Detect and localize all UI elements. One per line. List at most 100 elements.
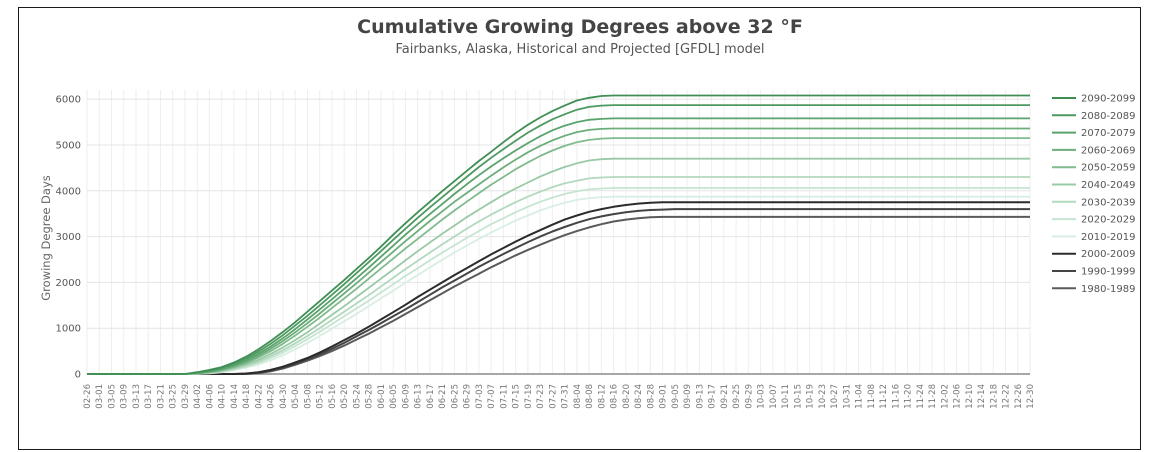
series-line-2090-2099 bbox=[87, 94, 1030, 375]
legend-label: 2000-2009 bbox=[1081, 249, 1136, 260]
x-tick-label: 08-12 bbox=[597, 384, 607, 409]
x-tick-label: 03-05 bbox=[107, 384, 117, 409]
x-tick-label: 06-29 bbox=[463, 384, 473, 409]
x-tick-label: 05-20 bbox=[340, 384, 350, 409]
legend-label: 2070-2079 bbox=[1081, 128, 1136, 139]
x-tick-label: 10-19 bbox=[806, 384, 816, 409]
x-tick-label: 09-17 bbox=[708, 384, 718, 409]
x-ticks: 02-26 03-01 03-05 03-09 03-13 03-17 03-21 03-25… bbox=[83, 384, 1036, 409]
chart-subtitle: Fairbanks, Alaska, Historical and Projec… bbox=[395, 42, 764, 57]
x-tick-label: 12-22 bbox=[1002, 384, 1012, 409]
y-tick-label: 0 bbox=[75, 370, 81, 381]
series-line-2080-2089 bbox=[87, 104, 1030, 375]
x-tick-label: 11-12 bbox=[879, 384, 889, 409]
legend-label: 2080-2089 bbox=[1081, 111, 1136, 122]
legend-label: 2010-2019 bbox=[1081, 232, 1136, 243]
x-tick-label: 10-27 bbox=[830, 384, 840, 409]
x-tick-label: 03-17 bbox=[144, 384, 154, 409]
x-tick-label: 04-18 bbox=[242, 384, 252, 409]
x-tick-label: 03-25 bbox=[169, 384, 179, 409]
x-tick-label: 07-07 bbox=[487, 384, 497, 409]
x-tick-label: 06-17 bbox=[426, 384, 436, 409]
x-tick-label: 03-09 bbox=[120, 384, 130, 409]
x-tick-label: 06-21 bbox=[438, 384, 448, 409]
x-tick-label: 11-28 bbox=[928, 384, 938, 409]
x-tick-label: 12-06 bbox=[953, 384, 963, 409]
x-tick-label: 12-10 bbox=[965, 384, 975, 409]
series-lines bbox=[87, 94, 1030, 375]
x-tick-label: 11-04 bbox=[855, 384, 865, 409]
y-tick-label: 3000 bbox=[56, 232, 81, 243]
series-line-1990-1999 bbox=[87, 208, 1030, 375]
legend-label: 2060-2069 bbox=[1081, 145, 1136, 156]
x-tick-label: 07-11 bbox=[499, 384, 509, 409]
series-line-2070-2079 bbox=[87, 117, 1030, 375]
x-tick-label: 11-24 bbox=[916, 384, 926, 409]
x-tick-label: 12-30 bbox=[1026, 384, 1036, 409]
legend-label: 2020-2029 bbox=[1081, 215, 1136, 226]
legend-label: 2090-2099 bbox=[1081, 94, 1136, 105]
x-tick-label: 07-19 bbox=[524, 384, 534, 409]
x-tick-label: 12-14 bbox=[977, 384, 987, 409]
x-tick-label: 05-08 bbox=[303, 384, 313, 409]
x-tick-label: 03-01 bbox=[95, 384, 105, 409]
x-tick-label: 10-31 bbox=[842, 384, 852, 409]
x-tick-label: 11-20 bbox=[904, 384, 914, 409]
x-tick-label: 06-25 bbox=[450, 384, 460, 409]
y-tick-label: 5000 bbox=[56, 140, 81, 151]
x-tick-label: 04-02 bbox=[193, 384, 203, 409]
x-tick-label: 10-11 bbox=[781, 384, 791, 409]
x-tick-label: 08-04 bbox=[573, 384, 583, 409]
x-tick-label: 08-24 bbox=[634, 384, 644, 409]
series-line-2010-2019 bbox=[87, 195, 1030, 375]
x-tick-label: 06-05 bbox=[389, 384, 399, 409]
x-tick-label: 03-13 bbox=[132, 384, 142, 409]
x-tick-label: 09-05 bbox=[671, 384, 681, 409]
x-tick-label: 07-31 bbox=[561, 384, 571, 409]
legend-label: 2030-2039 bbox=[1081, 197, 1136, 208]
y-tick-label: 6000 bbox=[56, 95, 81, 106]
x-tick-label: 02-26 bbox=[83, 384, 93, 409]
x-tick-label: 04-14 bbox=[230, 384, 240, 409]
x-tick-label: 11-08 bbox=[867, 384, 877, 409]
x-tick-label: 04-30 bbox=[279, 384, 289, 409]
legend: 2090-2099 2080-2089 2070-2079 2060-2069 2050… bbox=[1052, 94, 1136, 295]
x-tick-label: 09-13 bbox=[695, 384, 705, 409]
x-tick-label: 08-20 bbox=[622, 384, 632, 409]
x-tick-label: 09-29 bbox=[744, 384, 754, 409]
x-tick-label: 05-04 bbox=[291, 384, 301, 409]
series-line-2000-2009 bbox=[87, 201, 1030, 375]
x-tick-label: 08-08 bbox=[585, 384, 595, 409]
series-line-2040-2049 bbox=[87, 157, 1030, 375]
series-line-2050-2059 bbox=[87, 137, 1030, 375]
x-tick-label: 07-15 bbox=[512, 384, 522, 409]
y-tick-label: 1000 bbox=[56, 324, 81, 335]
x-tick-label: 10-07 bbox=[769, 384, 779, 409]
x-tick-label: 03-29 bbox=[181, 384, 191, 409]
x-tick-label: 06-09 bbox=[401, 384, 411, 409]
x-tick-label: 06-13 bbox=[414, 384, 424, 409]
grid bbox=[86, 90, 1031, 375]
x-tick-label: 09-25 bbox=[732, 384, 742, 409]
y-axis-label: Growing Degree Days bbox=[39, 175, 53, 300]
legend-label: 1990-1999 bbox=[1081, 267, 1136, 278]
x-tick-label: 05-12 bbox=[316, 384, 326, 409]
y-tick-label: 2000 bbox=[56, 278, 81, 289]
x-tick-label: 04-26 bbox=[267, 384, 277, 409]
x-tick-label: 08-16 bbox=[610, 384, 620, 409]
x-tick-label: 09-01 bbox=[659, 384, 669, 409]
x-tick-label: 05-24 bbox=[352, 384, 362, 409]
y-ticks: 0 1000 2000 3000 4000 5000 6000 bbox=[56, 95, 81, 381]
legend-label: 2050-2059 bbox=[1081, 163, 1136, 174]
x-tick-label: 07-03 bbox=[475, 384, 485, 409]
series-line-2030-2039 bbox=[87, 176, 1030, 375]
x-tick-label: 04-06 bbox=[205, 384, 215, 409]
series-line-1980-1989 bbox=[87, 215, 1030, 375]
x-tick-label: 05-16 bbox=[328, 384, 338, 409]
x-tick-label: 09-09 bbox=[683, 384, 693, 409]
chart-frame bbox=[18, 7, 1141, 450]
x-tick-label: 09-21 bbox=[720, 384, 730, 409]
y-tick-label: 4000 bbox=[56, 186, 81, 197]
x-tick-label: 12-26 bbox=[1014, 384, 1024, 409]
x-tick-label: 07-23 bbox=[536, 384, 546, 409]
